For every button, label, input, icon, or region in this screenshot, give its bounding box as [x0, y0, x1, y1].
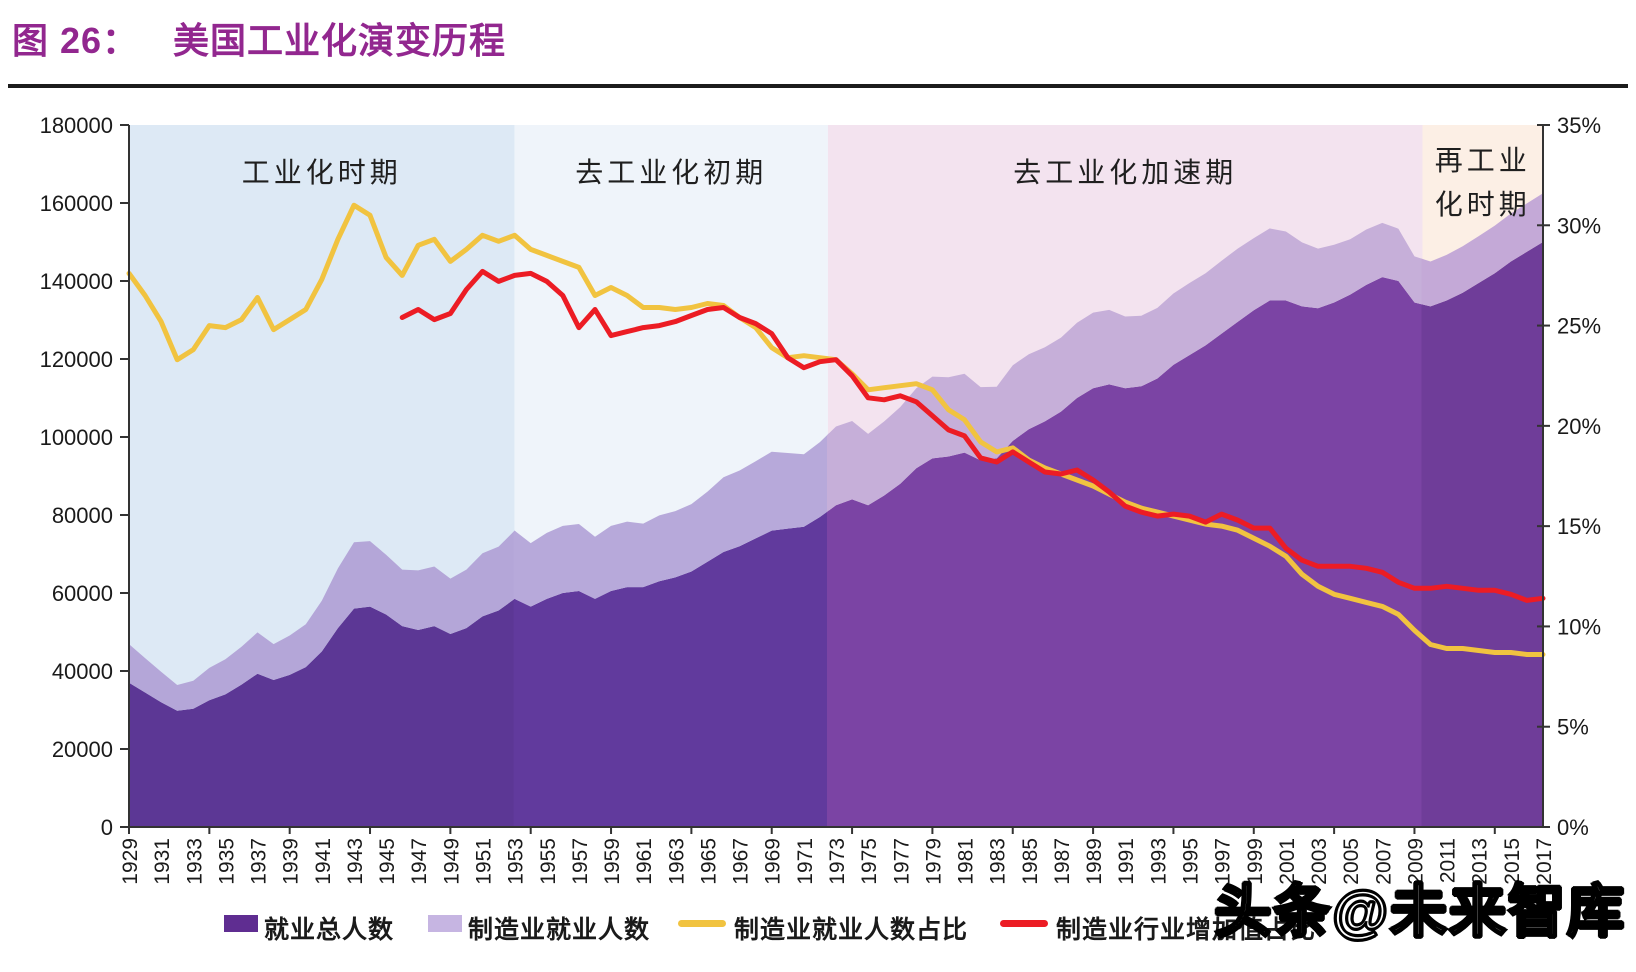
x-axis-year-label: 2001 [1276, 838, 1299, 885]
right-axis-label: 15% [1557, 514, 1601, 539]
x-axis-year-label: 1941 [312, 838, 335, 885]
left-axis-label: 100000 [40, 425, 113, 450]
legend-label: 制造业就业人数占比 [734, 916, 968, 944]
x-axis-year-label: 1939 [280, 838, 303, 885]
x-axis-year-label: 1945 [376, 838, 399, 885]
area-series-region-0 [129, 530, 516, 827]
x-axis-year-label: 1973 [826, 838, 849, 885]
left-axis-label: 0 [101, 815, 113, 840]
x-axis-year-label: 1943 [344, 838, 367, 885]
legend-item-1: 制造业就业人数 [428, 915, 650, 944]
x-axis-year-label: 1969 [762, 838, 785, 885]
area-series-region-1 [513, 433, 829, 827]
x-axis-year-label: 1987 [1051, 838, 1074, 885]
legend-swatch-line [1000, 920, 1048, 927]
figure-title-text: 美国工业化演变历程 [173, 20, 507, 61]
legend-label: 就业总人数 [264, 916, 394, 944]
x-axis-year-label: 1955 [537, 838, 560, 885]
x-axis-year-label: 1949 [440, 838, 463, 885]
x-axis-year-label: 2005 [1340, 838, 1363, 885]
x-axis-year-label: 1933 [183, 838, 206, 885]
left-axis-label: 120000 [40, 347, 113, 372]
right-axis-label: 0% [1557, 815, 1589, 840]
x-axis-year-label: 1929 [119, 838, 142, 885]
x-axis-year-label: 1981 [955, 838, 978, 885]
left-axis-label: 60000 [52, 581, 113, 606]
x-axis-year-label: 2007 [1372, 838, 1395, 885]
area-total-employment [129, 598, 516, 827]
left-axis-label: 140000 [40, 269, 113, 294]
area-total-employment [1421, 242, 1543, 827]
area-manufacturing-employment [513, 433, 829, 607]
region-label-1: 去工业化初期 [575, 157, 767, 189]
x-axis-year-label: 1995 [1180, 838, 1203, 885]
x-axis-year-label: 1935 [215, 838, 238, 885]
left-axis-label: 180000 [40, 113, 113, 138]
x-axis-year-label: 1997 [1212, 838, 1235, 885]
right-axis-label: 5% [1557, 715, 1589, 740]
left-axis-label: 160000 [40, 191, 113, 216]
x-axis-year-label: 1979 [922, 838, 945, 885]
figure-title: 图 26： 美国工业化演变历程 [12, 12, 506, 64]
area-series-region-3 [1421, 193, 1543, 827]
x-axis-year-label: 2017 [1533, 838, 1556, 885]
x-axis-year-label: 1983 [987, 838, 1010, 885]
x-axis-year-label: 2003 [1308, 838, 1331, 885]
legend-swatch-square [428, 915, 462, 932]
left-axis-label: 20000 [52, 737, 113, 762]
x-axis-year-label: 2015 [1501, 838, 1524, 885]
x-axis-year-label: 1999 [1244, 838, 1267, 885]
x-axis-year-label: 2011 [1437, 838, 1460, 883]
area-manufacturing-employment [1421, 193, 1543, 307]
x-axis-year-label: 1993 [1147, 838, 1170, 885]
area-total-employment [513, 510, 829, 827]
x-axis-year-label: 1937 [248, 838, 271, 885]
legend-swatch-line [678, 920, 726, 927]
x-axis-year-label: 1947 [408, 838, 431, 885]
x-axis-year-label: 1971 [794, 838, 817, 885]
x-axis-year-label: 1953 [505, 838, 528, 885]
legend-item-3: 制造业行业增加值占比 [1000, 915, 1316, 944]
x-axis-year-label: 2013 [1469, 838, 1492, 885]
title-divider [8, 84, 1628, 88]
legend-item-2: 制造业就业人数占比 [678, 916, 968, 944]
legend-label: 制造业行业增加值占比 [1056, 915, 1316, 944]
x-axis-year-label: 1989 [1083, 838, 1106, 885]
region-label-3: 化时期 [1435, 189, 1531, 221]
x-axis-year-label: 1957 [569, 838, 592, 885]
region-label-2: 去工业化加速期 [1013, 157, 1237, 189]
right-axis-label: 30% [1557, 213, 1601, 238]
left-axis-label: 40000 [52, 659, 113, 684]
right-axis-label: 25% [1557, 314, 1601, 339]
watermark: 头条@未来智库 [1213, 879, 1626, 946]
x-axis-year-label: 1951 [473, 838, 496, 885]
x-axis-year-label: 1991 [1115, 838, 1138, 885]
left-axis-label: 80000 [52, 503, 113, 528]
x-axis-year-label: 1963 [665, 838, 688, 885]
region-label-3: 再工业 [1435, 146, 1531, 177]
right-axis-label: 35% [1557, 113, 1601, 138]
area-manufacturing-employment [129, 530, 516, 711]
x-axis-year-label: 1975 [858, 838, 881, 885]
right-axis-label: 20% [1557, 414, 1601, 439]
x-axis-year-label: 1967 [730, 838, 753, 885]
x-axis-year-label: 1985 [1019, 838, 1042, 885]
figure-number: 图 26： [12, 20, 140, 61]
x-axis-year-label: 1977 [890, 838, 913, 885]
legend-label: 制造业就业人数 [468, 916, 650, 944]
legend-swatch-square [224, 915, 258, 932]
x-axis-year-label: 1961 [633, 838, 656, 885]
region-label-0: 工业化时期 [242, 157, 402, 189]
x-axis-year-label: 1965 [697, 838, 720, 885]
legend-item-0: 就业总人数 [224, 915, 394, 944]
x-axis-year-label: 1931 [151, 838, 174, 885]
line-manufacturing-value-added-share [399, 268, 1546, 603]
area-total-employment [826, 277, 1424, 827]
right-axis-label: 10% [1557, 614, 1601, 639]
x-axis-year-label: 1959 [601, 838, 624, 885]
x-axis-year-label: 2009 [1404, 838, 1427, 885]
